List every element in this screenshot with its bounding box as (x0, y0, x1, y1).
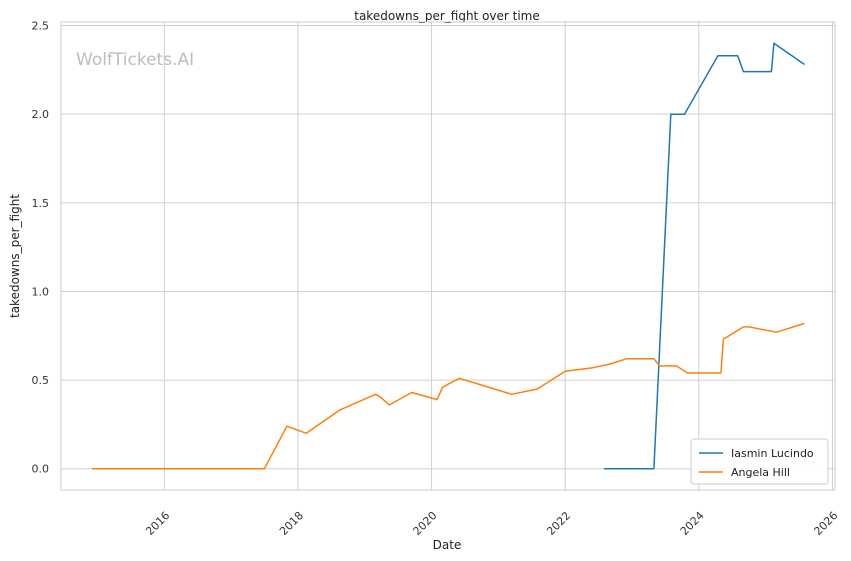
legend-label-angela-hill: Angela Hill (731, 466, 790, 479)
chart-title: takedowns_per_fight over time (354, 9, 540, 23)
y-tick-label: 1.0 (32, 285, 50, 298)
y-tick-label: 0.5 (32, 374, 50, 387)
watermark: WolfTickets.AI (76, 50, 194, 70)
y-tick-label: 2.0 (32, 108, 50, 121)
y-tick-label: 0.0 (32, 463, 50, 476)
plot-frame (60, 21, 836, 491)
y-tick-labels: 0.0 0.5 1.0 1.5 2.0 2.5 (32, 20, 50, 476)
series-lines (91, 42, 805, 470)
x-axis-title: Date (433, 538, 462, 552)
y-axis-title: takedowns_per_fight (8, 194, 22, 318)
y-tick-label: 1.5 (32, 197, 50, 210)
legend-label-iasmin-lucindo: Iasmin Lucindo (731, 447, 814, 460)
y-tick-label: 2.5 (32, 20, 50, 33)
legend-box (690, 438, 829, 485)
series-line-angela-hill (91, 322, 805, 470)
series-line-iasmin-lucindo (604, 42, 805, 470)
legend: Iasmin Lucindo Angela Hill (690, 438, 829, 485)
